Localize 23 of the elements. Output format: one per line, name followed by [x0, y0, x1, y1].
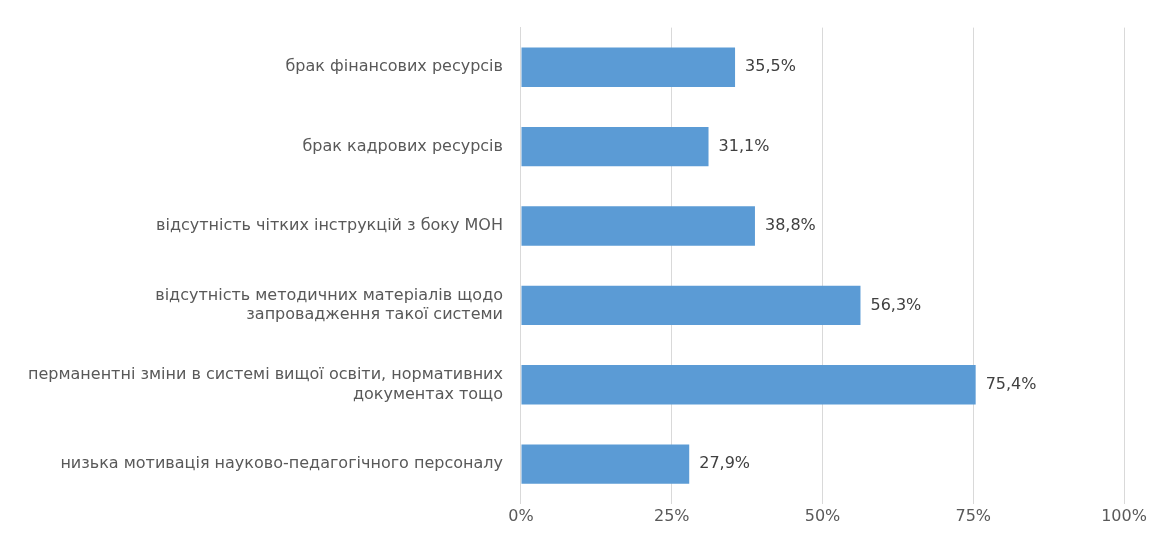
x-tick-label: 100% — [1101, 505, 1147, 525]
bar — [521, 206, 755, 246]
data-label: 27,9% — [699, 453, 751, 473]
data-label: 38,8% — [764, 215, 816, 235]
y-tick-label: низька мотивація науково-педагогічного персоналу — [60, 453, 503, 473]
data-label: 31,1% — [718, 135, 770, 155]
y-tick-label: брак кадрових ресурсів — [302, 135, 503, 155]
bar — [521, 444, 690, 484]
x-tick-label: 75% — [955, 505, 992, 525]
data-label: 75,4% — [985, 373, 1037, 393]
x-tick-label: 0% — [508, 505, 534, 525]
bar — [521, 126, 709, 167]
y-tick-label: перманентні зміни в системі вищої освіти, нормативних документах тощо — [28, 364, 503, 403]
y-tick-label: брак фінансових ресурсів — [285, 56, 503, 76]
bar — [521, 285, 861, 326]
bar — [521, 47, 736, 87]
data-label: 35,5% — [745, 56, 796, 76]
data-label: 56,3% — [870, 294, 922, 314]
x-tick-label: 50% — [804, 505, 841, 525]
y-tick-label: відсутність методичних матеріалів щодо запровадження такої системи — [155, 284, 503, 324]
x-tick-label: 25% — [653, 505, 690, 525]
bar — [521, 365, 976, 405]
y-tick-label: відсутність чітких інструкцій з боку МОН — [156, 215, 503, 235]
